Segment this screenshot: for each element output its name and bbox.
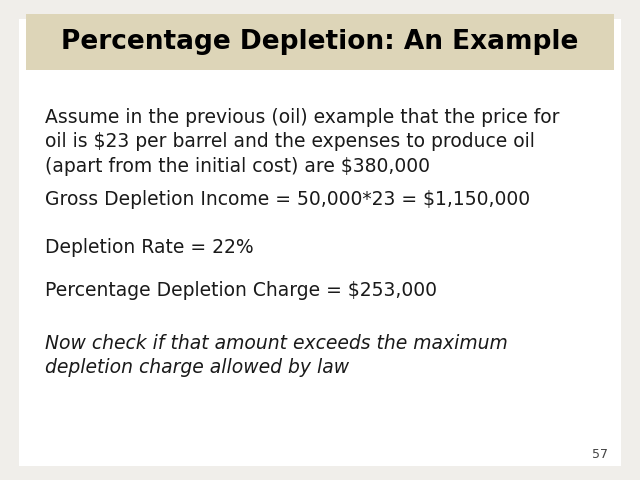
FancyBboxPatch shape <box>26 14 614 70</box>
Text: Percentage Depletion: An Example: Percentage Depletion: An Example <box>61 29 579 55</box>
Text: Percentage Depletion Charge = $253,000: Percentage Depletion Charge = $253,000 <box>45 281 437 300</box>
Text: Assume in the previous (oil) example that the price for
oil is $23 per barrel an: Assume in the previous (oil) example tha… <box>45 108 559 176</box>
Text: Now check if that amount exceeds the maximum
depletion charge allowed by law: Now check if that amount exceeds the max… <box>45 334 508 377</box>
Text: 57: 57 <box>592 448 608 461</box>
Text: Gross Depletion Income = 50,000*23 = $1,150,000: Gross Depletion Income = 50,000*23 = $1,… <box>45 190 530 209</box>
Text: Depletion Rate = 22%: Depletion Rate = 22% <box>45 238 253 257</box>
FancyBboxPatch shape <box>19 19 621 466</box>
